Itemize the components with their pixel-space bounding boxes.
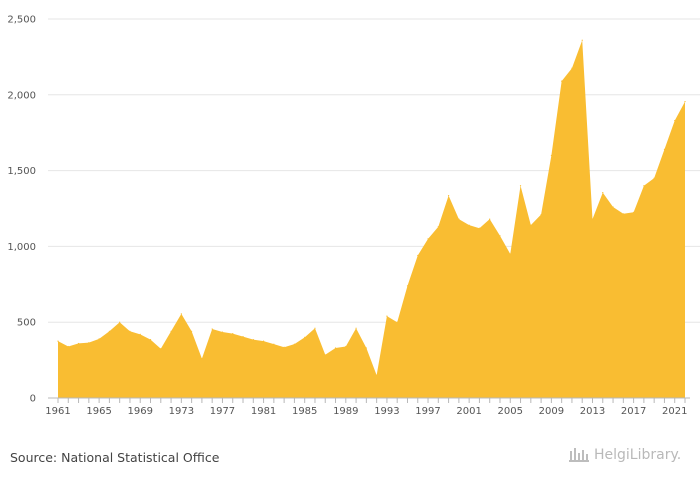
data-point [643,185,645,187]
data-point [119,321,121,323]
data-point [232,332,234,335]
data-point [149,339,152,341]
x-axis-tick-labels: 1961 1965 1969 1973 1977 1981 1985 1989 1993 1997… [45,406,687,417]
x-tick-label: 1977 [210,406,235,417]
data-point [674,119,676,122]
x-tick-label: 1985 [292,406,317,417]
x-tick-label: 2021 [662,406,687,417]
data-point [437,226,439,228]
data-point [684,101,686,103]
y-tick-label: 2,500 [7,15,36,26]
x-tick-label: 1961 [45,406,70,417]
data-point [581,39,583,41]
y-tick-label: 2,000 [7,90,36,101]
data-point [98,338,100,340]
data-point [211,328,213,330]
data-point [273,343,275,345]
data-point [262,340,265,342]
x-tick-label: 2017 [621,406,646,417]
x-tick-label: 2009 [539,406,564,417]
data-point [334,347,337,349]
data-point [160,348,162,350]
data-point [57,340,59,342]
data-point [129,330,131,332]
source-note: Source: National Statistical Office [10,450,220,465]
data-point [489,218,491,220]
data-point [458,218,460,220]
data-point [191,330,193,332]
y-tick-label: 1,000 [7,242,36,253]
x-tick-label: 1973 [169,406,194,417]
area-chart: 0 500 1,000 1,500 2,000 2,500 1961 1965 1969 197… [7,15,700,417]
x-tick-label: 1981 [251,406,276,417]
data-point [396,321,398,323]
data-point [324,354,326,356]
data-point [406,285,409,287]
data-point [108,330,110,332]
x-tick-label: 1997 [415,406,440,417]
series-area [58,40,685,398]
data-point [293,343,296,345]
data-point [67,345,69,348]
data-point [314,327,316,329]
axes [48,397,690,403]
data-point [283,346,285,348]
y-tick-label: 500 [17,318,36,329]
data-point [376,374,378,376]
x-tick-label: 1989 [333,406,358,417]
data-point [417,254,419,257]
data-point [519,185,522,187]
data-point [201,357,203,360]
data-point [427,238,429,240]
y-axis-tick-labels: 0 500 1,000 1,500 2,000 2,500 [7,15,36,405]
data-point [509,253,511,255]
helgi-library-logo: HelgiLibrary. [568,447,681,463]
data-point [139,333,141,335]
data-point [622,213,624,215]
data-point [355,327,357,329]
y-tick-label: 1,500 [7,166,36,177]
x-tick-label: 2001 [456,406,481,417]
library-building-icon [569,448,589,462]
data-point [633,211,635,213]
area-series [57,39,686,398]
data-point [571,67,573,69]
data-point [653,177,655,179]
data-point [304,336,306,338]
data-point [591,218,594,220]
data-point [561,80,563,82]
data-point [663,148,666,150]
data-point [468,224,470,226]
logo-text: HelgiLibrary. [594,447,682,463]
data-point [612,206,614,208]
data-point [345,345,347,348]
data-point [540,213,542,216]
x-tick-label: 2013 [580,406,605,417]
data-point [530,224,532,226]
data-point [88,342,90,344]
data-point [180,313,182,315]
data-point [478,227,481,229]
x-tick-label: 1993 [374,406,399,417]
data-point [170,330,172,332]
data-point [550,154,552,157]
data-point [447,195,450,197]
x-tick-label: 1965 [86,406,111,417]
data-point [386,315,388,317]
data-point [221,331,224,333]
y-tick-label: 0 [30,394,36,405]
x-tick-label: 1969 [128,406,153,417]
x-tick-label: 2005 [498,406,523,417]
data-point [499,235,501,237]
data-point [242,336,244,338]
data-point [365,347,367,349]
data-point [252,339,254,341]
data-point [77,342,80,345]
data-point [602,191,604,194]
